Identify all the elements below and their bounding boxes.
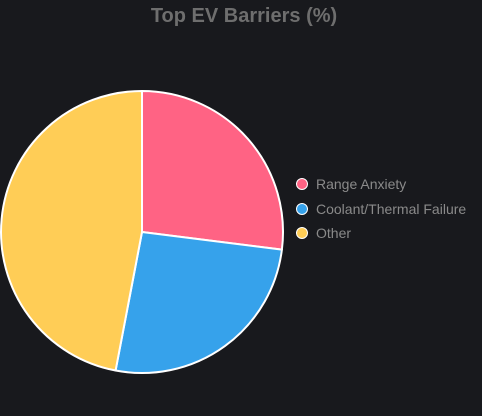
- legend-swatch-range-anxiety: [296, 178, 308, 191]
- pie-slice-range-anxiety[interactable]: [141, 90, 284, 251]
- legend: Range Anxiety Coolant/Thermal Failure Ot…: [296, 172, 466, 246]
- legend-label: Range Anxiety: [316, 176, 407, 193]
- legend-item-range-anxiety[interactable]: Range Anxiety: [296, 172, 466, 197]
- legend-label: Other: [316, 225, 352, 242]
- legend-item-coolant-thermal-failure[interactable]: Coolant/Thermal Failure: [296, 197, 466, 222]
- legend-swatch-coolant-thermal-failure: [296, 202, 308, 215]
- pie-slice-coolant-thermal-failure[interactable]: [114, 231, 283, 374]
- legend-swatch-other: [296, 227, 308, 240]
- chart-title: Top EV Barriers (%): [150, 5, 338, 27]
- pie-slice-other[interactable]: [0, 90, 143, 372]
- legend-item-other[interactable]: Other: [296, 221, 466, 246]
- legend-label: Coolant/Thermal Failure: [316, 200, 467, 217]
